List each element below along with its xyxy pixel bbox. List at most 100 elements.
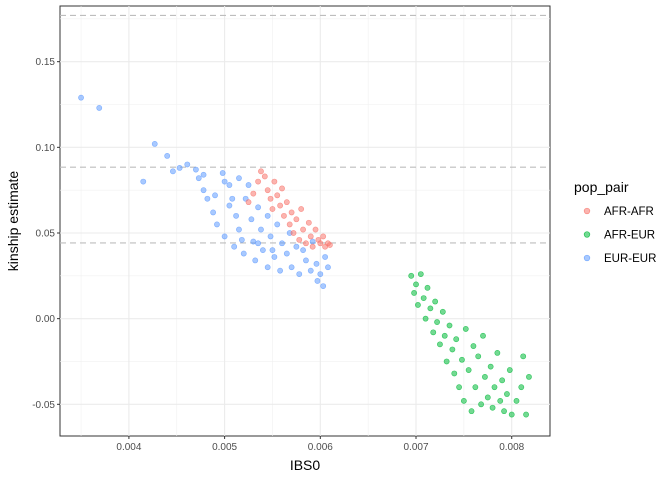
data-point (472, 384, 479, 391)
data-point (250, 190, 257, 197)
data-point (465, 367, 472, 373)
legend-entry-eur-eur: EUR-EUR (583, 253, 656, 265)
data-point (487, 363, 494, 370)
data-point (269, 206, 276, 212)
legend-title: pop_pair (574, 179, 629, 195)
data-point (226, 182, 233, 188)
data-point (176, 164, 183, 171)
data-point (468, 408, 475, 415)
y-axis-title: kinship estimate (5, 171, 21, 272)
data-point (261, 173, 268, 180)
y-tick-label: -0.05 (32, 400, 55, 411)
legend-entry-afr-eur: AFR-EUR (583, 230, 655, 242)
data-point (523, 411, 529, 418)
y-tick-label: 0.00 (36, 314, 56, 325)
data-point (413, 281, 419, 288)
data-point (290, 230, 297, 236)
data-point (226, 202, 233, 209)
data-point (480, 332, 486, 339)
plot-panel (59, 5, 551, 437)
data-point (281, 212, 287, 219)
legend-key (583, 231, 591, 238)
data-point (200, 187, 207, 194)
data-point (255, 240, 262, 247)
data-point (195, 175, 202, 182)
data-point (192, 166, 199, 173)
data-point (274, 221, 281, 228)
data-point (446, 322, 453, 329)
data-point (432, 298, 439, 305)
data-point (506, 367, 513, 373)
data-point (283, 199, 290, 206)
data-point (286, 221, 293, 228)
y-tick-label: 0.05 (36, 228, 56, 239)
data-point (456, 384, 462, 391)
data-point (233, 212, 239, 219)
data-point (325, 264, 331, 271)
data-point (151, 141, 158, 147)
data-point (279, 240, 285, 247)
data-point (518, 384, 525, 391)
data-point (439, 308, 446, 315)
data-point (422, 315, 429, 322)
data-points (78, 94, 532, 418)
data-point (320, 233, 327, 240)
data-point (520, 353, 527, 360)
data-point (288, 264, 295, 271)
data-point (460, 397, 467, 404)
data-point (238, 236, 245, 243)
data-point (504, 391, 510, 397)
data-point (501, 408, 507, 415)
y-tick-label: 0.15 (36, 57, 56, 68)
data-point (252, 257, 259, 264)
series-afr-eur (408, 271, 532, 418)
data-point (210, 209, 217, 216)
series-afr-afr (245, 168, 333, 250)
data-point (258, 168, 264, 175)
data-point (497, 397, 504, 404)
data-point (219, 170, 226, 176)
data-point (491, 384, 498, 391)
data-point (267, 233, 274, 240)
data-point (437, 341, 443, 348)
data-point (184, 161, 191, 168)
data-point (459, 356, 465, 363)
data-point (322, 254, 328, 260)
data-point (417, 271, 424, 278)
data-point (475, 353, 482, 360)
data-point (408, 272, 415, 279)
data-point (170, 168, 176, 175)
data-point (307, 267, 314, 274)
data-point (283, 250, 290, 257)
axes: 0.004 0.005 0.006 0.007 0.008 -0.05 0.00 0.05 0.… (32, 57, 524, 453)
data-point (200, 171, 207, 178)
data-point (434, 319, 440, 325)
x-axis-title: IBS0 (290, 457, 321, 473)
legend-key (583, 207, 591, 215)
data-point (259, 247, 266, 254)
data-point (274, 192, 281, 199)
data-point (271, 178, 278, 185)
data-point (264, 264, 271, 271)
data-point (411, 290, 418, 296)
data-point (264, 187, 271, 194)
data-point (78, 94, 84, 101)
x-tick-label: 0.004 (116, 442, 141, 453)
data-point (271, 254, 278, 260)
data-point (499, 377, 506, 384)
data-point (317, 271, 324, 278)
data-point (298, 206, 305, 212)
data-point (320, 283, 327, 289)
data-point (424, 284, 431, 291)
data-point (140, 178, 147, 185)
data-point (482, 373, 488, 380)
data-point (279, 185, 285, 192)
data-point (313, 260, 320, 267)
x-tick-label: 0.008 (499, 442, 524, 453)
legend-label: AFR-EUR (604, 230, 655, 242)
data-point (462, 326, 469, 332)
x-tick-label: 0.007 (404, 442, 429, 453)
data-point (314, 278, 321, 284)
data-point (470, 343, 477, 349)
legend: pop_pair AFR-AFR AFR-EUR EUR-EUR (574, 179, 656, 265)
